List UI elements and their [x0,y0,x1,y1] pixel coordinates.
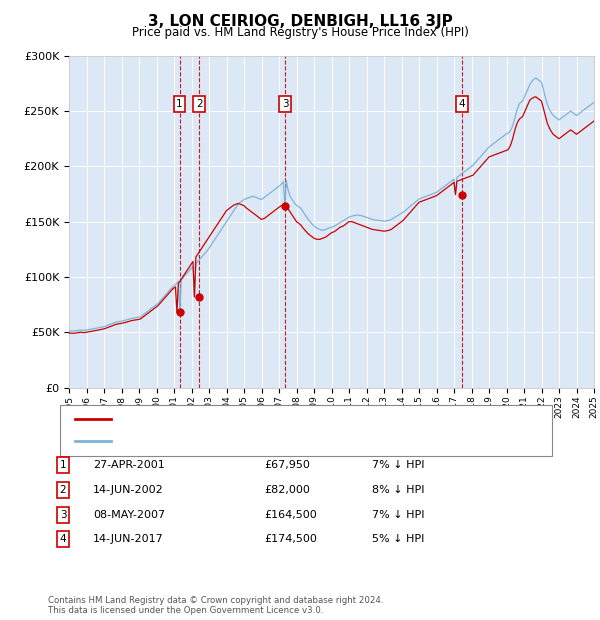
Text: 4: 4 [458,99,465,109]
Text: 7% ↓ HPI: 7% ↓ HPI [372,510,425,520]
Text: 1: 1 [59,460,67,470]
Text: 3: 3 [282,99,289,109]
Text: £82,000: £82,000 [264,485,310,495]
Text: 08-MAY-2007: 08-MAY-2007 [93,510,165,520]
Text: 2: 2 [59,485,67,495]
Text: 27-APR-2001: 27-APR-2001 [93,460,165,470]
Text: 5% ↓ HPI: 5% ↓ HPI [372,534,424,544]
Text: Price paid vs. HM Land Registry's House Price Index (HPI): Price paid vs. HM Land Registry's House … [131,26,469,39]
Text: 4: 4 [59,534,67,544]
Text: 7% ↓ HPI: 7% ↓ HPI [372,460,425,470]
Text: 3: 3 [59,510,67,520]
Text: £164,500: £164,500 [264,510,317,520]
Text: £67,950: £67,950 [264,460,310,470]
Text: 14-JUN-2017: 14-JUN-2017 [93,534,164,544]
Text: 2: 2 [196,99,203,109]
Text: 3, LON CEIRIOG, DENBIGH, LL16 3JP: 3, LON CEIRIOG, DENBIGH, LL16 3JP [148,14,452,29]
Text: 8% ↓ HPI: 8% ↓ HPI [372,485,425,495]
Text: 14-JUN-2002: 14-JUN-2002 [93,485,164,495]
Text: HPI: Average price, detached house, Denbighshire: HPI: Average price, detached house, Denb… [117,436,379,446]
Text: Contains HM Land Registry data © Crown copyright and database right 2024.
This d: Contains HM Land Registry data © Crown c… [48,596,383,615]
Text: 3, LON CEIRIOG, DENBIGH, LL16 3JP (detached house): 3, LON CEIRIOG, DENBIGH, LL16 3JP (detac… [117,414,398,424]
Text: 1: 1 [176,99,183,109]
Text: £174,500: £174,500 [264,534,317,544]
